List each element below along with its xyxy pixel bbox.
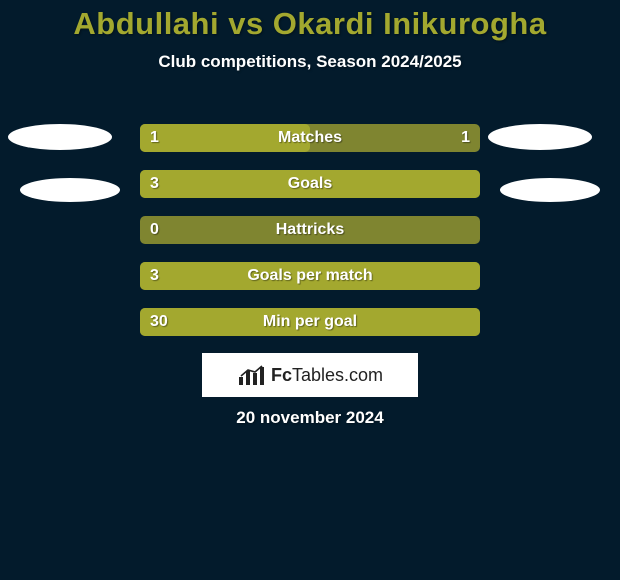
stat-metric-label: Hattricks (140, 216, 480, 244)
stat-metric-label: Matches (140, 124, 480, 152)
decorative-ellipse (8, 124, 112, 150)
page-title: Abdullahi vs Okardi Inikurogha (0, 0, 620, 42)
decorative-ellipse (500, 178, 600, 202)
stat-row: 3Goals per match (0, 262, 620, 290)
stat-rows: 11Matches3Goals0Hattricks3Goals per matc… (0, 124, 620, 354)
decorative-ellipse (488, 124, 592, 150)
stat-row: 30Min per goal (0, 308, 620, 336)
subtitle: Club competitions, Season 2024/2025 (0, 52, 620, 72)
comparison-infographic: Abdullahi vs Okardi Inikurogha Club comp… (0, 0, 620, 580)
stat-metric-label: Goals (140, 170, 480, 198)
logo-part-dotcom: .com (344, 365, 383, 385)
fctables-logo: FcTables.com (202, 353, 418, 397)
bars-icon (237, 363, 265, 387)
decorative-ellipse (20, 178, 120, 202)
date-label: 20 november 2024 (0, 408, 620, 428)
stat-metric-label: Min per goal (140, 308, 480, 336)
stat-row: 0Hattricks (0, 216, 620, 244)
logo-part-tables: Tables (292, 365, 344, 385)
stat-metric-label: Goals per match (140, 262, 480, 290)
logo-part-fc: Fc (271, 365, 292, 385)
logo-text: FcTables.com (271, 365, 383, 386)
